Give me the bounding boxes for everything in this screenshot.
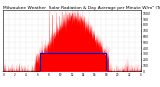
Text: Milwaukee Weather  Solar Radiation & Day Average per Minute W/m² (Today): Milwaukee Weather Solar Radiation & Day …: [3, 6, 160, 10]
Bar: [40, 53, 106, 71]
Bar: [40, 53, 106, 71]
